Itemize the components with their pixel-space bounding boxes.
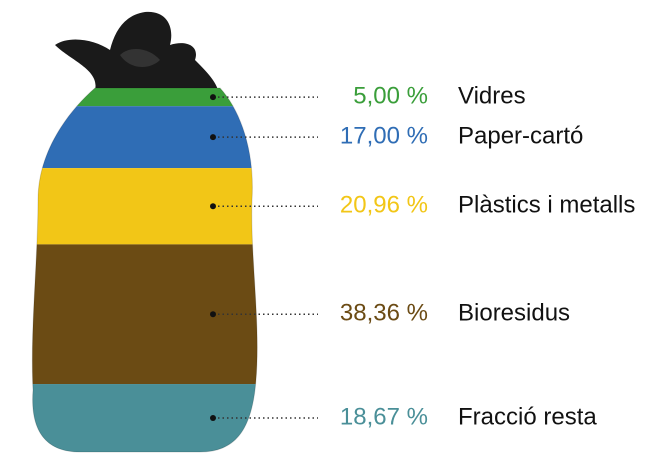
leader-dot <box>210 94 216 101</box>
band <box>32 384 258 452</box>
value-label: 18,67 % <box>340 403 428 430</box>
bag-knot <box>55 11 218 91</box>
value-label: 17,00 % <box>340 122 428 149</box>
leader-dot <box>210 311 216 318</box>
leader-dot <box>210 203 216 210</box>
legend-label: Paper-cartó <box>458 122 583 149</box>
value-label: 5,00 % <box>353 82 428 109</box>
bag-body <box>32 88 258 452</box>
band <box>32 106 258 169</box>
band <box>32 244 258 385</box>
band <box>32 168 258 245</box>
leader-dot <box>210 134 216 141</box>
bag-outline <box>31 87 258 453</box>
legend-label: Fracció resta <box>458 403 597 430</box>
legend-label: Bioresidus <box>458 300 570 327</box>
legend-label: Vidres <box>458 82 526 109</box>
leader-dot <box>210 415 216 422</box>
value-label: 38,36 % <box>340 300 428 327</box>
value-label: 20,96 % <box>340 192 428 219</box>
legend-label: Plàstics i metalls <box>458 192 635 219</box>
